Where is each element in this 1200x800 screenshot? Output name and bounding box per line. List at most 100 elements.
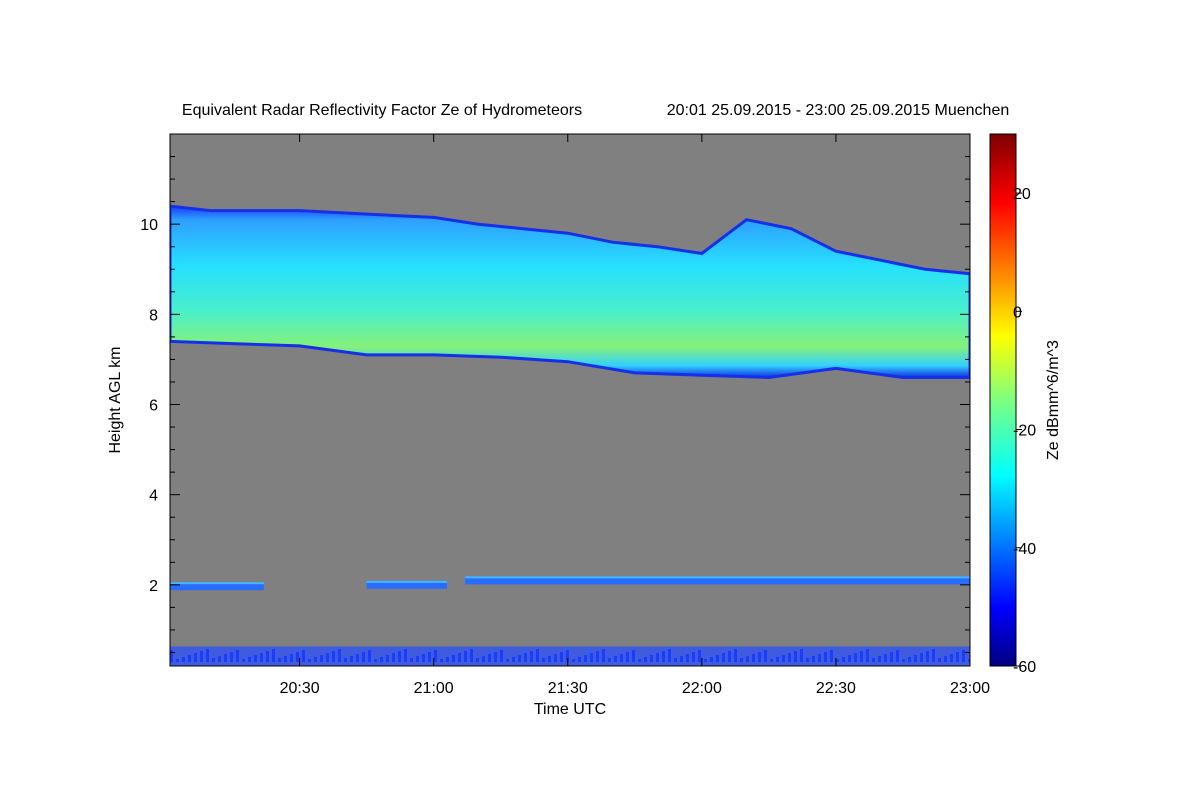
- clutter-mark: [866, 649, 869, 662]
- clutter-mark: [170, 650, 173, 662]
- clutter-mark: [470, 649, 473, 662]
- clutter-mark: [446, 657, 449, 662]
- clutter-mark: [392, 653, 395, 662]
- clutter-mark: [764, 650, 767, 662]
- clutter-mark: [620, 654, 623, 662]
- clutter-mark: [872, 658, 875, 662]
- clutter-mark: [374, 659, 377, 662]
- clutter-mark: [662, 651, 665, 662]
- y-tick-label: 10: [140, 217, 158, 234]
- clutter-mark: [950, 654, 953, 662]
- clutter-mark: [368, 650, 371, 662]
- y-tick-label: 4: [149, 488, 158, 505]
- clutter-mark: [434, 650, 437, 662]
- low-layer-segment-top-0: [170, 582, 264, 585]
- clutter-mark: [500, 650, 503, 662]
- colorbar-tick-label: 0: [1013, 304, 1022, 321]
- clutter-mark: [794, 651, 797, 662]
- clutter-mark: [704, 659, 707, 662]
- clutter-mark: [962, 650, 965, 662]
- clutter-mark: [896, 650, 899, 662]
- clutter-mark: [926, 651, 929, 662]
- clutter-mark: [824, 652, 827, 662]
- clutter-mark: [758, 652, 761, 662]
- clutter-mark: [632, 650, 635, 662]
- clutter-mark: [878, 656, 881, 662]
- clutter-mark: [644, 657, 647, 662]
- low-layer-segment-top-1: [366, 580, 448, 583]
- chart-subtitle: 20:01 25.09.2015 - 23:00 25.09.2015 Muen…: [667, 102, 1010, 119]
- colorbar-tick-label: -20: [1013, 423, 1036, 440]
- y-axis: 2 4 6 8 10: [140, 156, 970, 653]
- clutter-mark: [848, 655, 851, 662]
- x-tick-label: 20:30: [280, 680, 320, 697]
- clutter-mark: [932, 649, 935, 662]
- clutter-mark: [344, 658, 347, 662]
- clutter-mark: [608, 658, 611, 662]
- clutter-mark: [458, 653, 461, 662]
- clutter-mark: [578, 657, 581, 662]
- y-tick-label: 6: [149, 398, 158, 415]
- clutter-mark: [542, 658, 545, 662]
- clutter-mark: [338, 649, 341, 662]
- clutter-mark: [482, 656, 485, 662]
- x-tick-label: 22:30: [816, 680, 856, 697]
- clutter-mark: [746, 656, 749, 662]
- y-tick-label: 8: [149, 307, 158, 324]
- clutter-mark: [188, 655, 191, 662]
- clutter-mark: [554, 654, 557, 662]
- clutter-mark: [800, 649, 803, 662]
- x-tick-label: 23:00: [950, 680, 990, 697]
- clutter-mark: [452, 655, 455, 662]
- clutter-mark: [272, 649, 275, 662]
- clutter-mark: [410, 658, 413, 662]
- clutter-mark: [626, 652, 629, 662]
- clutter-mark: [524, 653, 527, 662]
- colorbar-label: Ze dBmm^6/m^3: [1045, 340, 1062, 460]
- clutter-mark: [512, 657, 515, 662]
- clutter-mark: [752, 654, 755, 662]
- clutter-mark: [260, 653, 263, 662]
- clutter-mark: [302, 650, 305, 662]
- clutter-mark: [212, 658, 215, 662]
- clutter-mark: [422, 654, 425, 662]
- clutter-mark: [404, 649, 407, 662]
- clutter-mark: [206, 649, 209, 662]
- clutter-mark: [182, 657, 185, 662]
- low-layer-segment-1: [366, 580, 448, 589]
- clutter-mark: [572, 659, 575, 662]
- x-tick-label: 21:30: [548, 680, 588, 697]
- clutter-mark: [356, 654, 359, 662]
- clutter-mark: [890, 652, 893, 662]
- clutter-mark: [716, 655, 719, 662]
- plot-frame: [169, 133, 971, 667]
- x-tick-label: 22:00: [682, 680, 722, 697]
- colorbar-tick-label: 20: [1013, 186, 1031, 203]
- x-axis: 20:30 21:00 21:30 22:00 22:30 23:00: [280, 134, 990, 697]
- clutter-mark: [248, 657, 251, 662]
- clutter-mark: [362, 652, 365, 662]
- clutter-mark: [842, 657, 845, 662]
- clutter-mark: [284, 656, 287, 662]
- clutter-mark: [638, 659, 641, 662]
- clutter-mark: [548, 656, 551, 662]
- clutter-mark: [254, 655, 257, 662]
- clutter-mark: [236, 650, 239, 662]
- clutter-mark: [854, 653, 857, 662]
- clutter-mark: [938, 658, 941, 662]
- cirrus-layer: [170, 204, 970, 380]
- clutter-mark: [290, 654, 293, 662]
- clutter-mark: [320, 655, 323, 662]
- x-tick-label: 21:00: [414, 680, 454, 697]
- clutter-mark: [296, 652, 299, 662]
- clutter-mark: [596, 651, 599, 662]
- clutter-mark: [176, 659, 179, 662]
- clutter-mark: [278, 658, 281, 662]
- colorbar-ticks: -60 -40 -20 0 20: [1013, 186, 1036, 676]
- clutter-mark: [242, 659, 245, 662]
- clutter-mark: [230, 652, 233, 662]
- clutter-mark: [722, 653, 725, 662]
- clutter-mark: [218, 656, 221, 662]
- clutter-mark: [536, 649, 539, 662]
